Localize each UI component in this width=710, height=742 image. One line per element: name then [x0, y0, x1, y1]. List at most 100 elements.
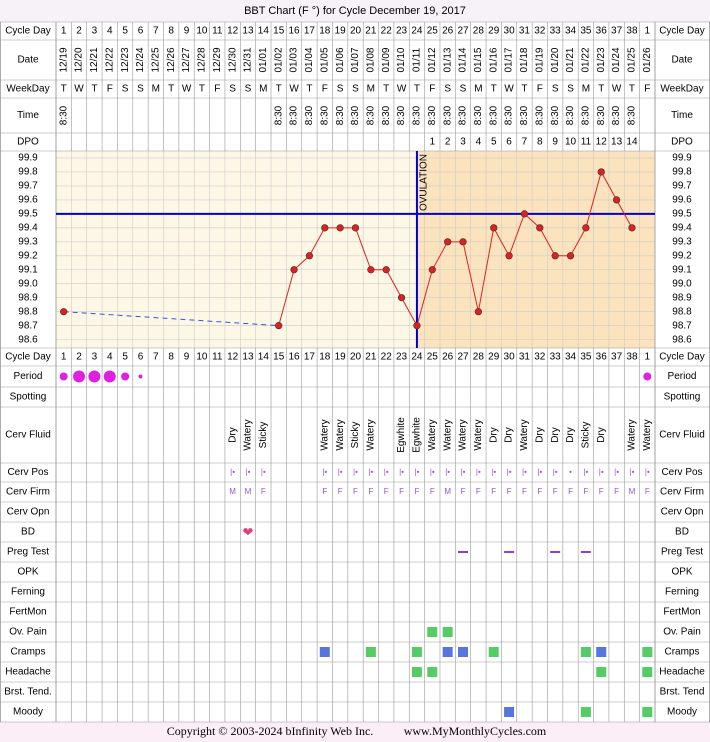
cerv-pos: |•	[430, 468, 435, 477]
y-tick-label-right: 99.3	[672, 236, 692, 247]
weekdays: S	[460, 84, 467, 95]
dates: 01/05	[319, 47, 330, 72]
cerv-pos: |•	[414, 468, 419, 477]
weekdays: T	[168, 84, 174, 95]
y-tick-label-right: 99.4	[672, 222, 692, 233]
cycle-days: 2	[76, 352, 82, 363]
dates: 01/10	[396, 47, 407, 72]
temperature-point	[336, 224, 344, 232]
times: 8:30	[473, 105, 484, 125]
dates: 12/30	[227, 47, 238, 72]
row-label-right: DPO	[671, 137, 693, 148]
y-tick-label-right: 99.0	[672, 278, 692, 289]
period-dot	[103, 370, 116, 383]
weekdays: F	[107, 84, 113, 95]
headache	[411, 667, 422, 677]
cycle-days: 14	[258, 26, 270, 37]
cerv-pos: |•	[476, 468, 481, 477]
cycle-days: 26	[442, 26, 454, 37]
weekdays: T	[629, 84, 635, 95]
weekdays: T	[598, 84, 604, 95]
moody	[580, 707, 591, 717]
temperature-point	[397, 294, 406, 302]
dates: 01/03	[289, 47, 300, 72]
temperature-point	[321, 224, 329, 232]
dpo: 12	[596, 137, 608, 148]
headache	[427, 667, 438, 677]
times: 8:30	[504, 105, 515, 125]
dates: 01/24	[611, 47, 622, 72]
cerv-fluid: Dry	[504, 427, 515, 443]
cycle-days: 27	[457, 352, 469, 363]
website[interactable]: www.MyMonthlyCycles.com	[404, 724, 547, 738]
temperature-point	[613, 196, 621, 204]
period-dot	[88, 370, 101, 383]
y-tick-label-right: 99.5	[672, 209, 692, 220]
cerv-fluid: Watery	[519, 419, 530, 450]
cycle-days: 23	[396, 26, 408, 37]
cycle-days: 5	[122, 352, 128, 363]
pre-ovulation-bg	[56, 151, 417, 348]
cerv-pos: |•	[246, 468, 251, 477]
cramps	[458, 647, 469, 657]
temperature-point	[305, 252, 314, 260]
y-tick-label: 99.6	[18, 195, 38, 206]
dpo: 5	[491, 137, 497, 148]
cerv-fluid: Watery	[427, 419, 438, 450]
bd-heart: ❤	[243, 524, 254, 539]
row-label-right: Cerv Opn	[661, 507, 704, 518]
dates: 01/23	[596, 47, 607, 72]
row-label: Time	[17, 110, 39, 121]
cerv-pos: |•	[491, 468, 496, 477]
weekdays: W	[289, 84, 299, 95]
cycle-days: 20	[350, 352, 362, 363]
cerv-firm: F	[553, 487, 558, 496]
dpo: 3	[460, 137, 466, 148]
weekdays: W	[74, 84, 84, 95]
temperature-point	[597, 168, 605, 176]
weekdays: S	[245, 84, 252, 95]
row-label-right: Cycle Day	[659, 26, 705, 37]
cycle-days: 34	[565, 352, 577, 363]
cycle-days: 13	[242, 26, 254, 37]
cerv-pos: |•	[537, 468, 542, 477]
row-label-right: Moody	[667, 707, 697, 718]
cerv-pos: |•	[322, 468, 327, 477]
row-label-right: Cycle Day	[659, 352, 705, 363]
row-label-right: Spotting	[664, 392, 701, 403]
dates: 01/22	[581, 47, 592, 72]
row-label: Cramps	[10, 647, 45, 658]
cerv-fluid: Sticky	[258, 422, 269, 449]
cycle-days: 8	[168, 352, 174, 363]
cerv-firm: F	[399, 487, 404, 496]
period-dot	[138, 374, 143, 379]
weekdays: F	[214, 84, 220, 95]
row-label-right: OPK	[671, 567, 692, 578]
cramps	[411, 647, 422, 657]
dates: 01/17	[504, 47, 515, 72]
cerv-pos: |•	[630, 468, 635, 477]
times: 8:30	[488, 105, 499, 125]
dpo: 9	[552, 137, 558, 148]
cerv-pos: |•	[645, 468, 650, 477]
headache	[596, 667, 607, 677]
temperature-point	[505, 252, 513, 260]
cycle-days: 6	[138, 26, 144, 37]
weekdays: F	[537, 84, 543, 95]
cerv-firm: F	[507, 487, 512, 496]
cramps	[365, 647, 376, 657]
y-tick-label-right: 98.8	[672, 306, 692, 317]
cycle-days: 17	[304, 352, 316, 363]
cycle-days: 1	[61, 352, 67, 363]
cramps	[580, 647, 591, 657]
dpo: 14	[626, 137, 638, 148]
weekdays: T	[521, 84, 527, 95]
cerv-fluid: Watery	[335, 419, 346, 450]
row-label-right: Headache	[659, 667, 705, 678]
y-tick-label-right: 98.9	[672, 292, 692, 303]
cerv-firm: F	[414, 487, 419, 496]
cramps	[442, 647, 453, 657]
cycle-days: 1	[61, 26, 67, 37]
weekdays: W	[612, 84, 622, 95]
period-dot	[121, 372, 130, 381]
